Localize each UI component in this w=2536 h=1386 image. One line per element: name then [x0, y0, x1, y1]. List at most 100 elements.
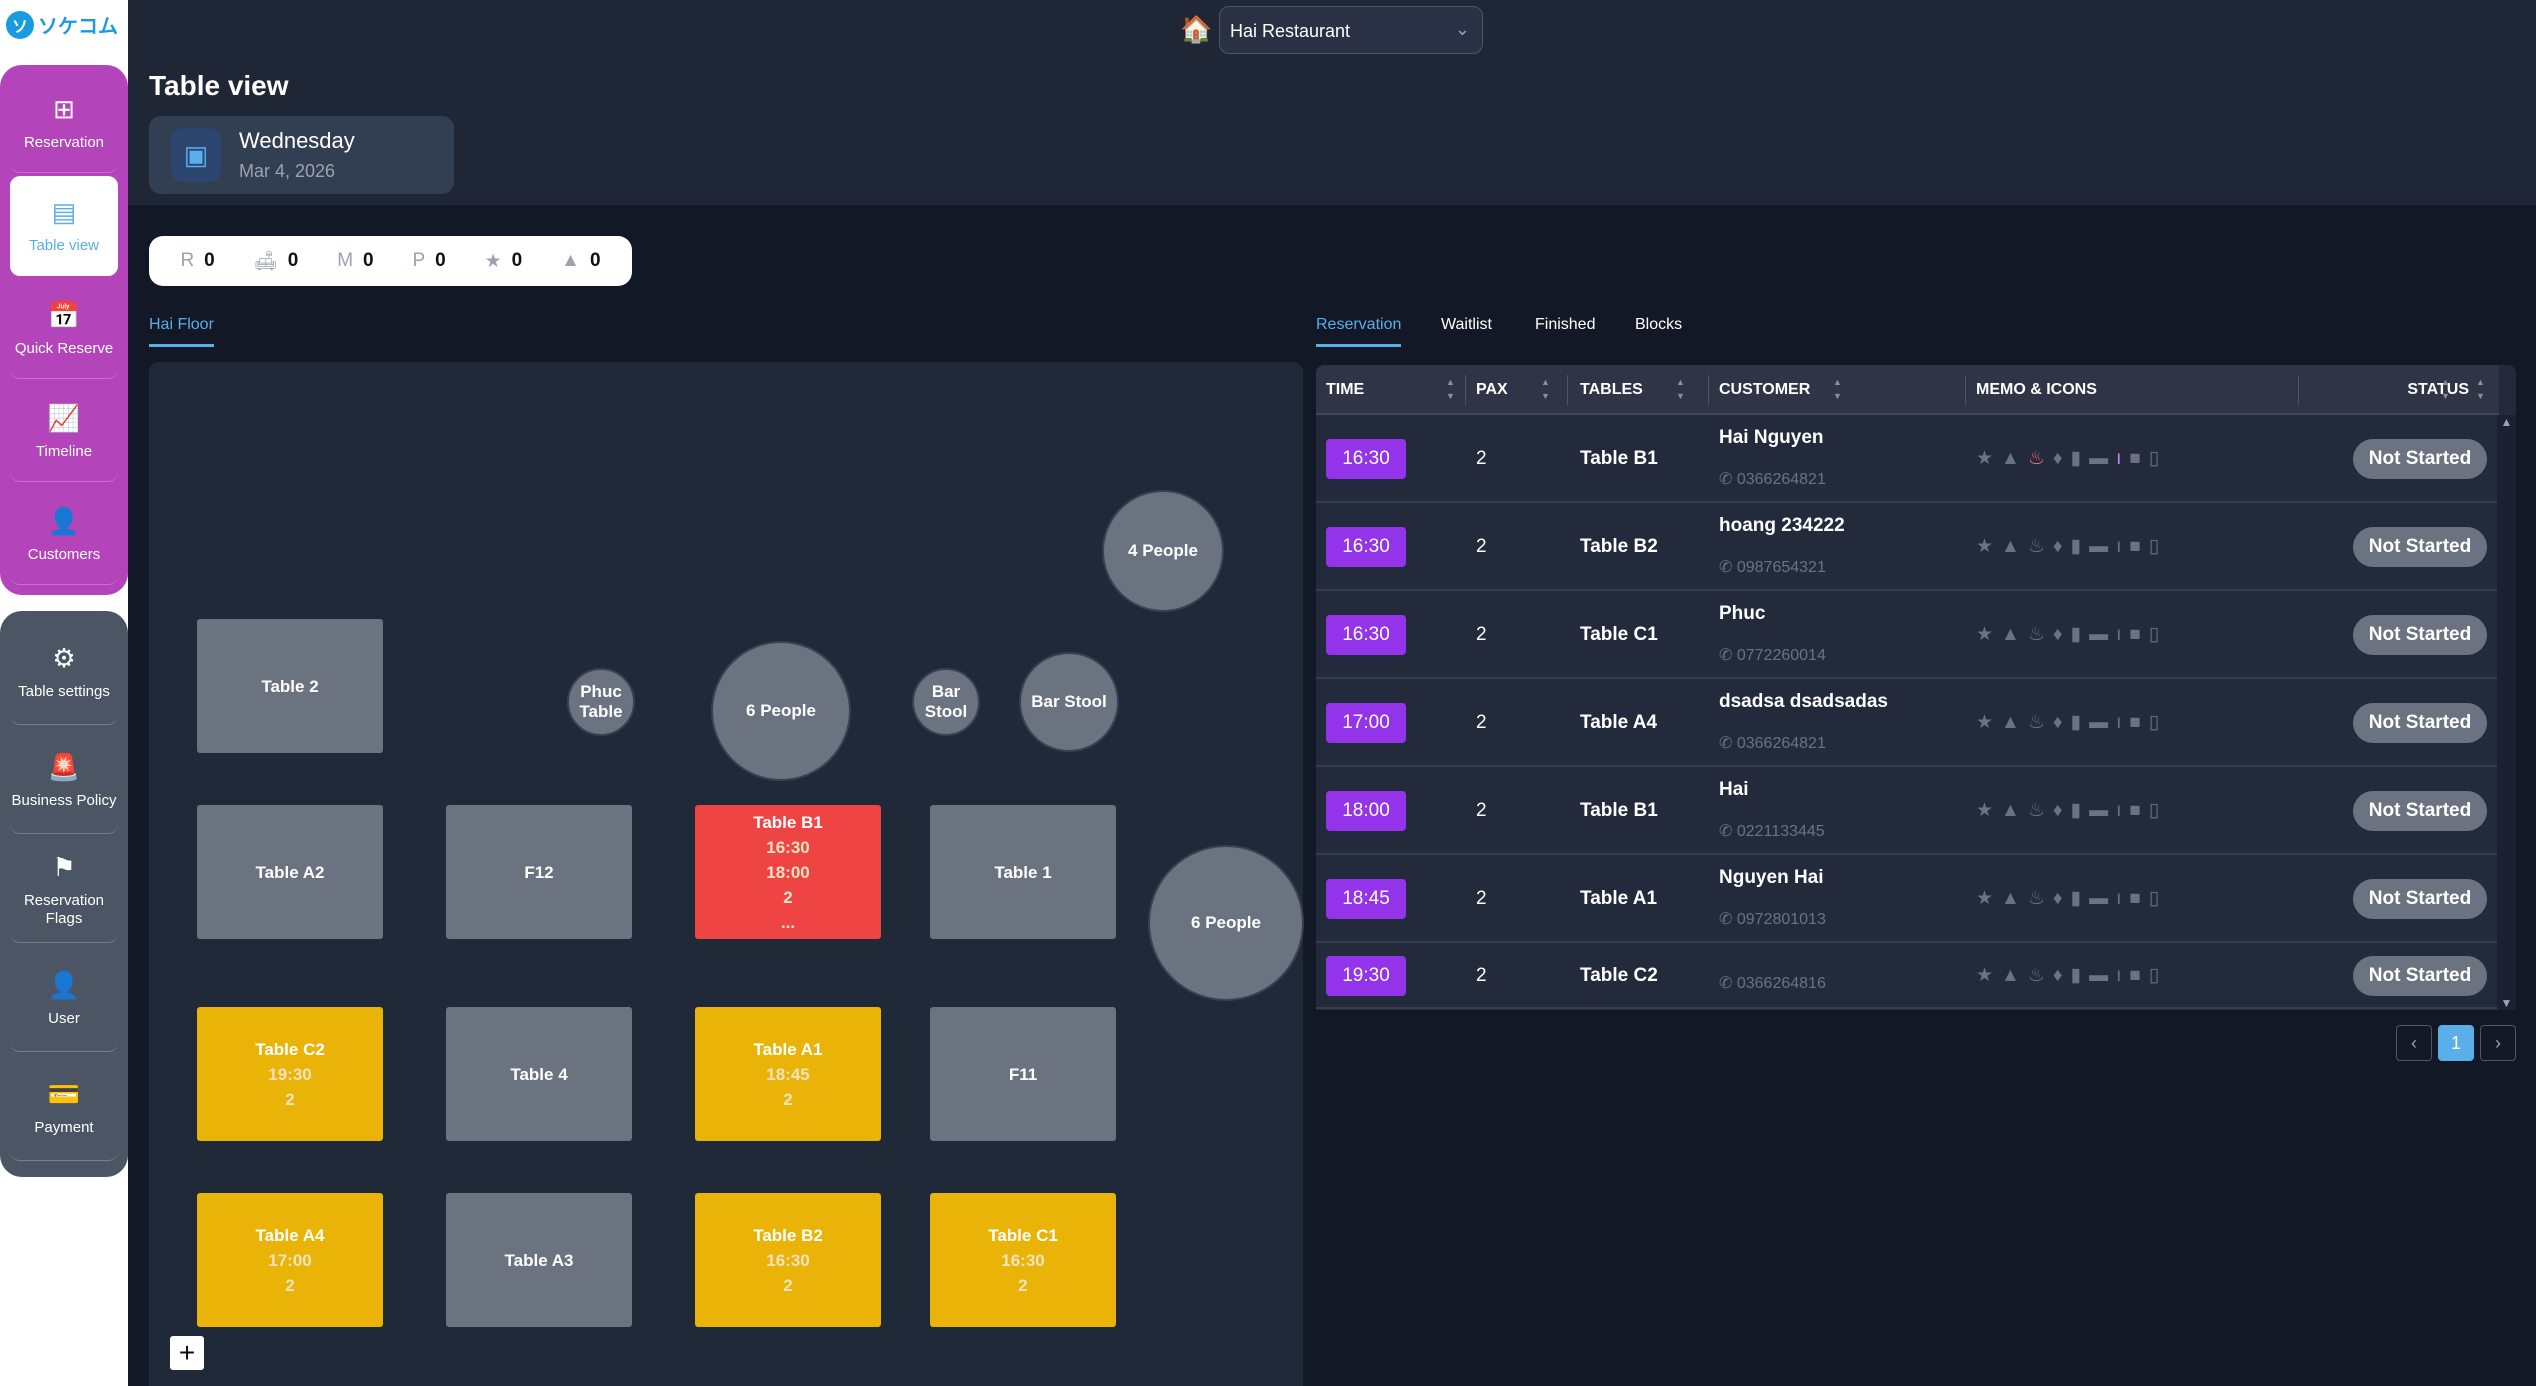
card-icon[interactable]: ▬	[2089, 888, 2109, 909]
sidebar-item-table-settings[interactable]: ⚙ Table settings	[10, 619, 118, 725]
star-icon[interactable]: ★	[1976, 965, 1994, 986]
pagination-page-1[interactable]: 1	[2438, 1025, 2474, 1061]
calendar-icon[interactable]: ▯	[2148, 624, 2160, 645]
card-icon[interactable]: ▬	[2089, 800, 2109, 821]
wallet-icon[interactable]: ▮	[2070, 448, 2082, 469]
restaurant-select[interactable]: Hai Restaurant ⌄	[1219, 6, 1483, 54]
reservation-row[interactable]: 18:45 2 Table A1 Nguyen Hai ✆ 0972801013 ★ ▲ ♨ ♦…	[1316, 855, 2499, 943]
star-icon[interactable]: ★	[1976, 800, 1994, 821]
calendar-icon[interactable]: ▯	[2148, 448, 2160, 469]
star-icon[interactable]: ★	[1976, 536, 1994, 557]
tab-reservation[interactable]: Reservation	[1316, 316, 1402, 347]
brand-logo[interactable]: ソソケコム	[6, 10, 126, 39]
star-icon[interactable]: ★	[1976, 888, 1994, 909]
cake-icon[interactable]: ♨	[2027, 888, 2045, 909]
briefcase-icon[interactable]: ■	[2129, 624, 2141, 645]
star-icon[interactable]: ★	[1976, 624, 1994, 645]
cake-icon[interactable]: ♨	[2027, 712, 2045, 733]
diamond-icon[interactable]: ♦	[2052, 965, 2063, 986]
diamond-icon[interactable]: ♦	[2052, 888, 2063, 909]
table-table-c2[interactable]: Table C2 19:30 2	[197, 1007, 383, 1141]
table-table-b2[interactable]: Table B2 16:30 2	[695, 1193, 881, 1327]
star-icon[interactable]: ★	[1976, 448, 1994, 469]
pagination-next[interactable]: ›	[2480, 1025, 2516, 1061]
column-header-customer[interactable]: CUSTOMER	[1719, 381, 1811, 398]
wallet-icon[interactable]: ▮	[2070, 536, 2082, 557]
briefcase-icon[interactable]: ■	[2129, 965, 2141, 986]
briefcase-icon[interactable]: ■	[2129, 888, 2141, 909]
cake-icon[interactable]: ♨	[2027, 800, 2045, 821]
warning-icon[interactable]: ▲	[2001, 888, 2020, 909]
bottle-icon[interactable]: ı	[2116, 448, 2122, 469]
tab-finished[interactable]: Finished	[1535, 316, 1596, 333]
status-badge[interactable]: Not Started	[2353, 956, 2487, 996]
star-icon[interactable]: ★	[1976, 712, 1994, 733]
wallet-icon[interactable]: ▮	[2070, 624, 2082, 645]
sort-icon[interactable]: ▲ ▼	[1541, 377, 1551, 403]
card-icon[interactable]: ▬	[2089, 712, 2109, 733]
table-f11[interactable]: F11	[930, 1007, 1116, 1141]
table-table-1[interactable]: Table 1	[930, 805, 1116, 939]
table-table-a2[interactable]: Table A2	[197, 805, 383, 939]
round-table-4-people[interactable]: 4 People	[1102, 490, 1224, 612]
column-header-tables[interactable]: TABLES	[1580, 381, 1643, 398]
sort-icon[interactable]: ▲ ▼	[1446, 377, 1456, 403]
table-scrollbar[interactable]: ▲ ▼	[2497, 415, 2516, 1010]
sort-icon[interactable]: ▲ ▼	[2441, 377, 2451, 403]
round-table-6-people[interactable]: 6 People	[1148, 845, 1304, 1001]
scroll-down-icon[interactable]: ▼	[2500, 996, 2513, 1010]
round-table-phuc-table[interactable]: Phuc Table	[567, 668, 635, 736]
bottle-icon[interactable]: ı	[2116, 624, 2122, 645]
calendar-icon[interactable]: ▯	[2148, 888, 2160, 909]
tab-waitlist[interactable]: Waitlist	[1441, 316, 1492, 333]
card-icon[interactable]: ▬	[2089, 624, 2109, 645]
reservation-row[interactable]: 16:30 2 Table C1 Phuc ✆ 0772260014 ★ ▲ ♨ ♦ ▮ ▬ ı ■ ▯ N…	[1316, 591, 2499, 679]
wallet-icon[interactable]: ▮	[2070, 965, 2082, 986]
column-header-memo-icons[interactable]: MEMO & ICONS	[1976, 381, 2097, 398]
reservation-row[interactable]: 17:00 2 Table A4 dsadsa dsadsadas ✆ 03662648…	[1316, 679, 2499, 767]
bottle-icon[interactable]: ı	[2116, 712, 2122, 733]
calendar-icon[interactable]: ▯	[2148, 712, 2160, 733]
briefcase-icon[interactable]: ■	[2129, 800, 2141, 821]
round-table-bar-stool[interactable]: Bar Stool	[1019, 652, 1119, 752]
bottle-icon[interactable]: ı	[2116, 536, 2122, 557]
diamond-icon[interactable]: ♦	[2052, 536, 2063, 557]
wallet-icon[interactable]: ▮	[2070, 800, 2082, 821]
status-badge[interactable]: Not Started	[2353, 527, 2487, 567]
round-table-bar-stool[interactable]: Bar Stool	[912, 668, 980, 736]
calendar-icon[interactable]: ▯	[2148, 965, 2160, 986]
card-icon[interactable]: ▬	[2089, 536, 2109, 557]
calendar-icon[interactable]: ▯	[2148, 800, 2160, 821]
warning-icon[interactable]: ▲	[2001, 712, 2020, 733]
status-badge[interactable]: Not Started	[2353, 615, 2487, 655]
column-header-status[interactable]: STATUS	[2407, 381, 2469, 398]
sidebar-item-user[interactable]: 👤 User	[10, 946, 118, 1052]
table-table-a3[interactable]: Table A3	[446, 1193, 632, 1327]
wallet-icon[interactable]: ▮	[2070, 712, 2082, 733]
cake-icon[interactable]: ♨	[2027, 624, 2045, 645]
reservation-row[interactable]: 16:30 2 Table B1 Hai Nguyen ✆ 0366264821 ★ ▲ ♨ ♦…	[1316, 415, 2499, 503]
table-table-4[interactable]: Table 4	[446, 1007, 632, 1141]
pagination-prev[interactable]: ‹	[2396, 1025, 2432, 1061]
status-badge[interactable]: Not Started	[2353, 439, 2487, 479]
sidebar-item-business-policy[interactable]: 🚨 Business Policy	[10, 728, 118, 834]
sidebar-item-timeline[interactable]: 📈 Timeline	[10, 382, 118, 482]
bottle-icon[interactable]: ı	[2116, 888, 2122, 909]
sidebar-item-reservation[interactable]: ⊞ Reservation	[10, 73, 118, 173]
table-table-a1[interactable]: Table A1 18:45 2	[695, 1007, 881, 1141]
zoom-in-button[interactable]: +	[170, 1336, 204, 1370]
sort-icon[interactable]: ▲ ▼	[1833, 377, 1843, 403]
table-f12[interactable]: F12	[446, 805, 632, 939]
warning-icon[interactable]: ▲	[2001, 448, 2020, 469]
bottle-icon[interactable]: ı	[2116, 800, 2122, 821]
table-table-2[interactable]: Table 2	[197, 619, 383, 753]
briefcase-icon[interactable]: ■	[2129, 712, 2141, 733]
reservation-row[interactable]: 16:30 2 Table B2 hoang 234222 ✆ 0987654321 ★ ▲…	[1316, 503, 2499, 591]
briefcase-icon[interactable]: ■	[2129, 536, 2141, 557]
table-table-a4[interactable]: Table A4 17:00 2	[197, 1193, 383, 1327]
sidebar-item-payment[interactable]: 💳 Payment	[10, 1055, 118, 1161]
status-badge[interactable]: Not Started	[2353, 879, 2487, 919]
reservation-row[interactable]: 18:00 2 Table B1 Hai ✆ 0221133445 ★ ▲ ♨ ♦ ▮ ▬ ı ■ ▯ No…	[1316, 767, 2499, 855]
floor-tab-hai-floor[interactable]: Hai Floor	[149, 316, 214, 347]
table-table-c1[interactable]: Table C1 16:30 2	[930, 1193, 1116, 1327]
